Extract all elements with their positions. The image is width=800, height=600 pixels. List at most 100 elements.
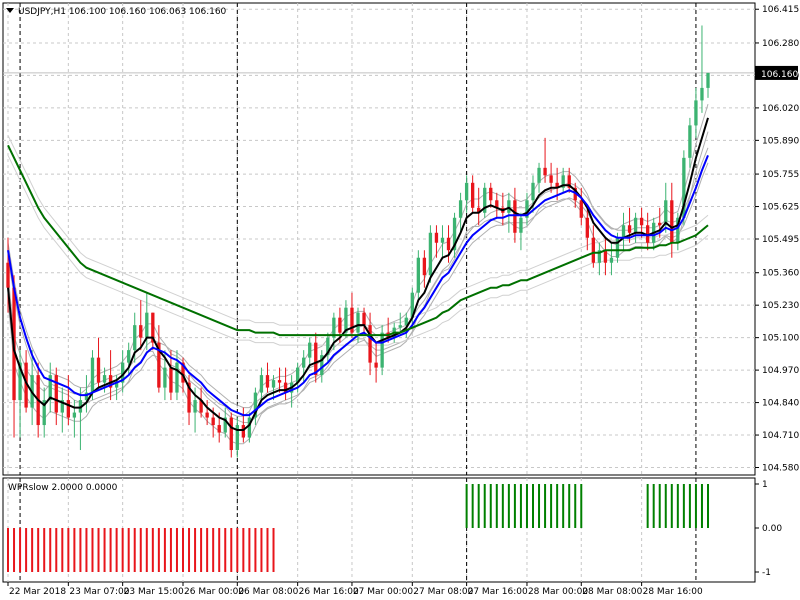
candle[interactable] <box>585 207 589 251</box>
candle-body <box>283 382 288 393</box>
candle[interactable] <box>621 212 626 251</box>
candle[interactable] <box>483 182 487 218</box>
candle[interactable] <box>187 375 191 426</box>
x-tick-label: 23 Mar 15:00 <box>124 587 184 597</box>
y-tick-label: 105.495 <box>762 235 799 245</box>
candle[interactable] <box>48 362 52 413</box>
candle[interactable] <box>694 87 698 138</box>
candle[interactable] <box>664 182 668 233</box>
candle-body <box>356 312 360 333</box>
candle[interactable] <box>440 225 445 258</box>
candle[interactable] <box>507 192 511 233</box>
candle[interactable] <box>434 225 439 258</box>
candle-body <box>398 325 402 328</box>
indicator-pane[interactable] <box>2 477 756 583</box>
candle[interactable] <box>682 150 686 226</box>
candle[interactable] <box>561 167 565 193</box>
candle[interactable] <box>60 387 64 433</box>
candle-body <box>477 207 481 213</box>
candle-body <box>48 375 52 401</box>
candle[interactable] <box>127 342 131 376</box>
candle[interactable] <box>229 412 233 458</box>
x-tick-label: 23 Mar 07:00 <box>69 587 129 597</box>
candle[interactable] <box>145 292 149 351</box>
candle[interactable] <box>283 367 288 401</box>
candle[interactable] <box>175 350 179 401</box>
candle[interactable] <box>645 212 650 251</box>
candle-body <box>513 200 517 233</box>
candle[interactable] <box>108 350 113 401</box>
y-tick-label: 106.415 <box>762 5 799 15</box>
candle[interactable] <box>464 175 469 213</box>
candle[interactable] <box>199 387 203 418</box>
candle[interactable] <box>609 242 614 276</box>
candle[interactable] <box>519 212 523 251</box>
candle[interactable] <box>416 250 421 301</box>
candle[interactable] <box>157 325 161 393</box>
candle[interactable] <box>543 137 547 183</box>
candle[interactable] <box>579 187 583 226</box>
candle[interactable] <box>54 367 58 426</box>
candle[interactable] <box>603 237 608 276</box>
candle[interactable] <box>495 192 499 218</box>
candle-body <box>120 362 125 383</box>
candle[interactable] <box>597 242 602 276</box>
candle[interactable] <box>308 337 312 368</box>
candle[interactable] <box>139 300 143 351</box>
candle[interactable] <box>537 162 541 193</box>
candle[interactable] <box>350 292 354 338</box>
candle-body <box>175 362 179 393</box>
candle[interactable] <box>700 25 704 113</box>
candle[interactable] <box>633 212 638 243</box>
candle[interactable] <box>235 417 239 458</box>
candle[interactable] <box>271 375 276 401</box>
candle[interactable] <box>489 182 493 208</box>
candle[interactable] <box>302 350 306 383</box>
candle-body <box>241 425 246 438</box>
moving-average-line <box>7 144 709 337</box>
candle[interactable] <box>277 367 282 393</box>
dropdown-triangle-icon[interactable] <box>6 8 14 13</box>
candle[interactable] <box>477 187 481 226</box>
candle[interactable] <box>446 225 451 263</box>
candle[interactable] <box>241 407 246 443</box>
candle[interactable] <box>380 325 384 376</box>
candle[interactable] <box>259 367 264 401</box>
candle[interactable] <box>362 307 366 333</box>
candle[interactable] <box>205 400 209 426</box>
candle[interactable] <box>567 167 571 193</box>
candle[interactable] <box>706 72 710 98</box>
candle-body <box>446 237 451 251</box>
candle-body <box>670 200 674 243</box>
candle[interactable] <box>525 192 529 226</box>
envelope-line <box>7 155 709 346</box>
candle[interactable] <box>151 312 155 351</box>
candle[interactable] <box>591 225 596 268</box>
candle[interactable] <box>374 342 378 383</box>
candle-body <box>211 417 215 426</box>
candle[interactable] <box>253 387 258 426</box>
candle[interactable] <box>458 192 463 233</box>
candle[interactable] <box>676 212 680 251</box>
candle[interactable] <box>247 412 252 443</box>
candle[interactable] <box>422 250 427 288</box>
candle[interactable] <box>42 387 46 438</box>
candle-body <box>603 250 608 263</box>
candle[interactable] <box>452 212 457 258</box>
candle[interactable] <box>368 312 372 376</box>
candle[interactable] <box>398 312 402 333</box>
candle[interactable] <box>66 375 71 426</box>
candle[interactable] <box>120 350 125 393</box>
candle[interactable] <box>96 337 101 388</box>
candle[interactable] <box>223 407 227 438</box>
candle[interactable] <box>314 332 318 383</box>
candle[interactable] <box>326 332 330 363</box>
price-pane[interactable] <box>2 2 756 476</box>
candle[interactable] <box>470 175 475 213</box>
candle[interactable] <box>84 375 89 413</box>
candle[interactable] <box>670 182 674 258</box>
candle[interactable] <box>428 225 433 283</box>
candle[interactable] <box>688 117 692 168</box>
candle[interactable] <box>265 362 270 393</box>
candle[interactable] <box>72 400 77 438</box>
